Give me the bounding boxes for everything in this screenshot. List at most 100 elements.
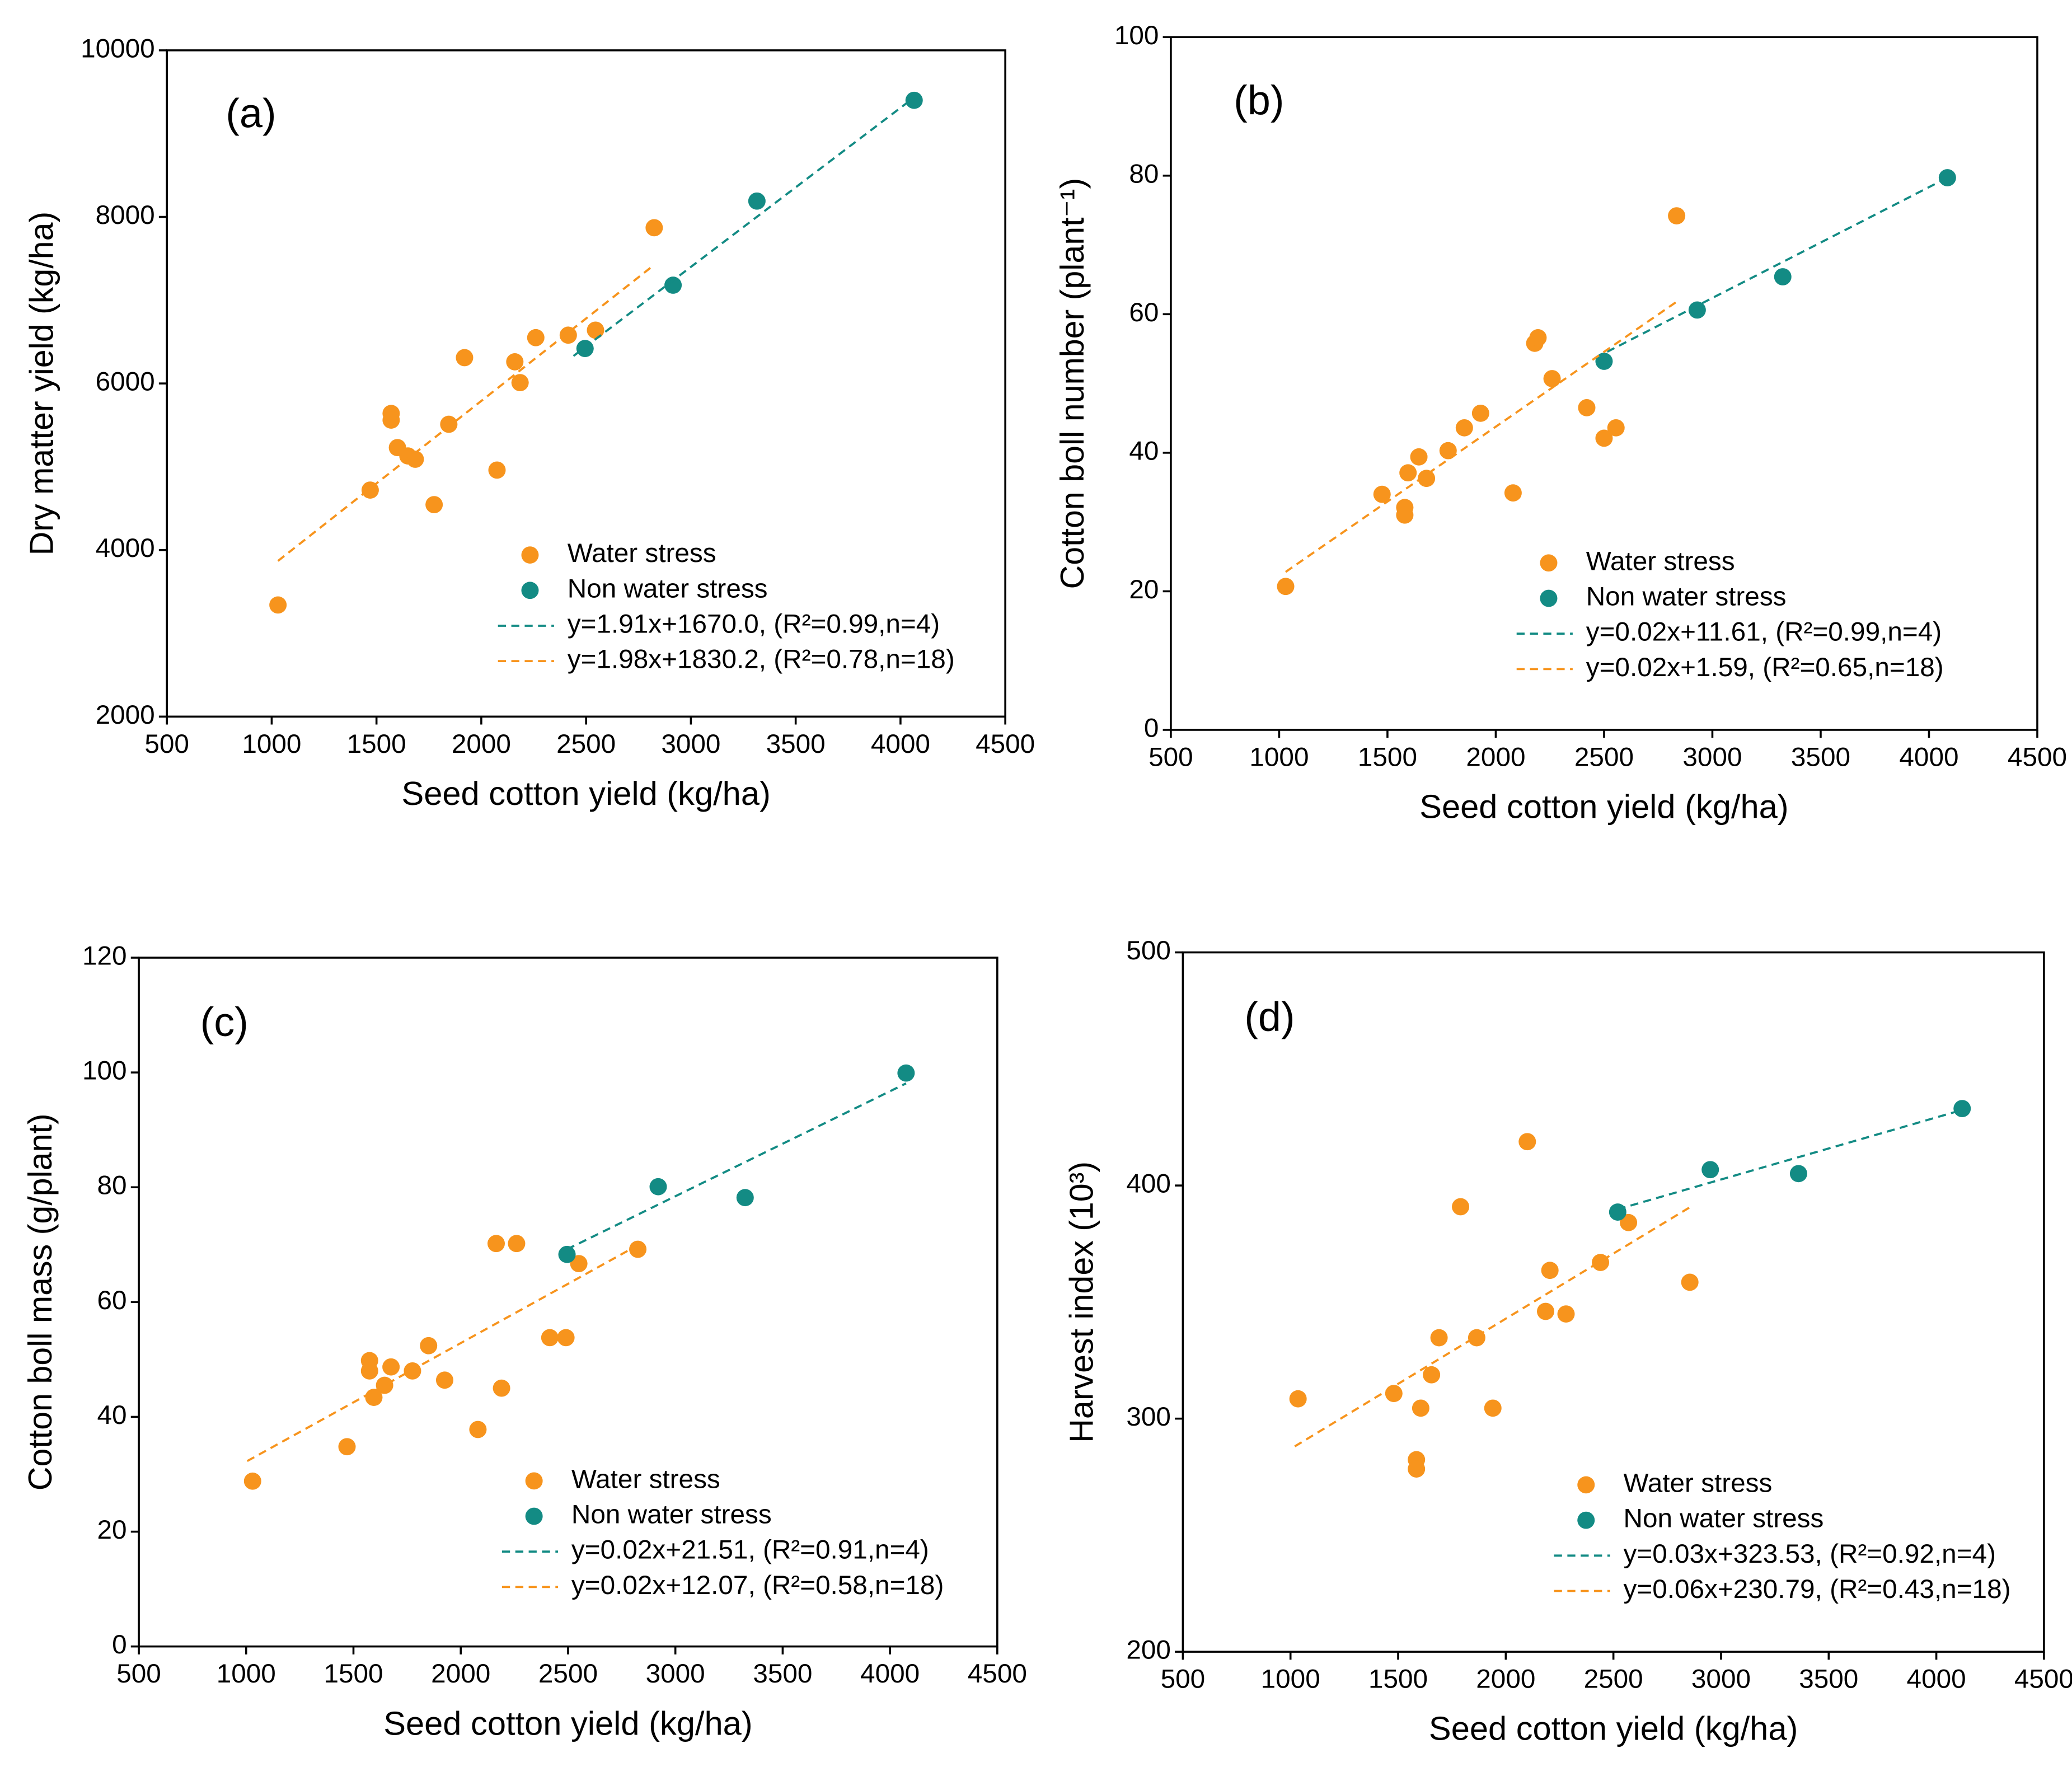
- point: [1953, 1100, 1971, 1118]
- y-tick-label: 100: [1114, 21, 1159, 50]
- point: [1423, 1366, 1441, 1384]
- x-axis-label: Seed cotton yield (kg/ha): [401, 775, 770, 812]
- point: [425, 496, 443, 514]
- x-tick-label: 500: [144, 729, 189, 759]
- legend-label: y=1.91x+1670.0, (R²=0.99,n=4): [568, 610, 940, 639]
- legend-label: y=0.02x+11.61, (R²=0.99,n=4): [1586, 617, 1942, 647]
- y-axis-label: Cotton boll mass (g/plant): [21, 1113, 59, 1491]
- legend-label: Non water stress: [1624, 1504, 1824, 1534]
- x-tick-label: 4000: [860, 1659, 920, 1689]
- x-tick-label: 4500: [2008, 743, 2067, 772]
- point: [338, 1438, 356, 1456]
- point: [1277, 578, 1295, 596]
- point: [1607, 419, 1625, 437]
- legend-marker: [525, 1472, 543, 1490]
- point: [376, 1376, 393, 1394]
- panel-title: (a): [226, 90, 276, 137]
- y-tick-label: 40: [97, 1400, 127, 1430]
- x-tick-label: 3000: [646, 1659, 705, 1689]
- x-tick-label: 3000: [1691, 1665, 1751, 1694]
- x-axis-label: Seed cotton yield (kg/ha): [1419, 788, 1788, 826]
- x-tick-label: 2000: [1476, 1665, 1535, 1694]
- point: [1536, 1302, 1554, 1320]
- x-tick-label: 2500: [1574, 743, 1634, 772]
- point: [1439, 442, 1457, 460]
- fit-line: [573, 96, 915, 357]
- legend-label: y=0.06x+230.79, (R²=0.43,n=18): [1624, 1574, 2011, 1604]
- fit-line: [1595, 176, 1948, 359]
- y-axis-label: Cotton boll number (plant⁻¹): [1053, 178, 1091, 589]
- x-tick-label: 3000: [1682, 743, 1742, 772]
- panel-title: (c): [200, 999, 249, 1045]
- x-tick-label: 500: [116, 1659, 161, 1689]
- point: [664, 276, 682, 294]
- x-axis-label: Seed cotton yield (kg/ha): [383, 1704, 752, 1742]
- y-tick-label: 200: [1126, 1635, 1171, 1665]
- legend-label: y=0.02x+12.07, (R²=0.58,n=18): [571, 1571, 944, 1600]
- legend-marker: [1577, 1476, 1595, 1494]
- x-tick-label: 3500: [766, 729, 826, 759]
- legend-label: y=1.98x+1830.2, (R²=0.78,n=18): [568, 645, 955, 674]
- point: [243, 1472, 261, 1490]
- panel: 500 1000 1500 2000 2500 3000 3500 4000 4500 2000 4…: [22, 34, 1035, 812]
- panel: 500 1000 1500 2000 2500 3000 3500 4000 4500 0 20 40…: [21, 941, 1027, 1742]
- point: [508, 1235, 526, 1253]
- point: [558, 1245, 576, 1263]
- point: [1408, 1460, 1426, 1478]
- x-tick-label: 1500: [1358, 743, 1417, 772]
- x-tick-label: 4000: [1907, 1665, 1966, 1694]
- point: [1688, 301, 1706, 319]
- y-tick-label: 4000: [96, 533, 155, 563]
- x-tick-label: 2500: [556, 729, 616, 759]
- fit-line: [1294, 1204, 1694, 1447]
- y-tick-label: 0: [112, 1630, 127, 1660]
- legend-label: Non water stress: [568, 574, 768, 603]
- x-tick-label: 1000: [242, 729, 301, 759]
- point: [557, 1329, 575, 1347]
- point: [1789, 1165, 1807, 1183]
- y-tick-label: 40: [1129, 437, 1159, 466]
- y-tick-label: 100: [82, 1056, 127, 1086]
- point: [511, 374, 529, 392]
- point: [748, 192, 766, 210]
- point: [420, 1337, 438, 1354]
- point: [382, 1358, 400, 1376]
- legend-marker: [1577, 1511, 1595, 1529]
- legend-label: y=0.02x+1.59, (R²=0.65,n=18): [1586, 653, 1944, 682]
- point: [645, 219, 663, 237]
- point: [897, 1064, 915, 1082]
- x-tick-label: 2000: [431, 1659, 490, 1689]
- legend-marker: [521, 546, 539, 564]
- point: [440, 415, 458, 433]
- x-tick-label: 1500: [324, 1659, 383, 1689]
- legend-label: y=0.03x+323.53, (R²=0.92,n=4): [1624, 1539, 1996, 1569]
- point: [559, 326, 577, 344]
- fit-line: [1617, 1109, 1963, 1211]
- x-tick-label: 2500: [1584, 1665, 1643, 1694]
- legend-marker: [521, 582, 539, 599]
- y-axis-label: Dry matter yield (kg/ha): [22, 212, 60, 556]
- point: [406, 451, 424, 468]
- point: [527, 329, 545, 346]
- point: [1418, 470, 1436, 488]
- x-tick-label: 1500: [1368, 1665, 1428, 1694]
- point: [1668, 207, 1686, 224]
- x-tick-label: 2000: [1466, 743, 1525, 772]
- x-tick-label: 1000: [1249, 743, 1309, 772]
- point: [1373, 485, 1391, 503]
- point: [488, 461, 506, 479]
- x-tick-label: 4000: [1899, 743, 1958, 772]
- point: [360, 1362, 378, 1380]
- point: [1518, 1133, 1536, 1151]
- x-tick-label: 4500: [976, 729, 1035, 759]
- legend-label: Water stress: [568, 538, 716, 568]
- point: [1412, 1399, 1429, 1417]
- point: [493, 1379, 510, 1397]
- y-tick-label: 60: [97, 1286, 127, 1315]
- point: [629, 1240, 647, 1258]
- point: [1578, 399, 1596, 416]
- point: [736, 1189, 754, 1207]
- y-axis-label: Harvest index (10³): [1062, 1161, 1100, 1443]
